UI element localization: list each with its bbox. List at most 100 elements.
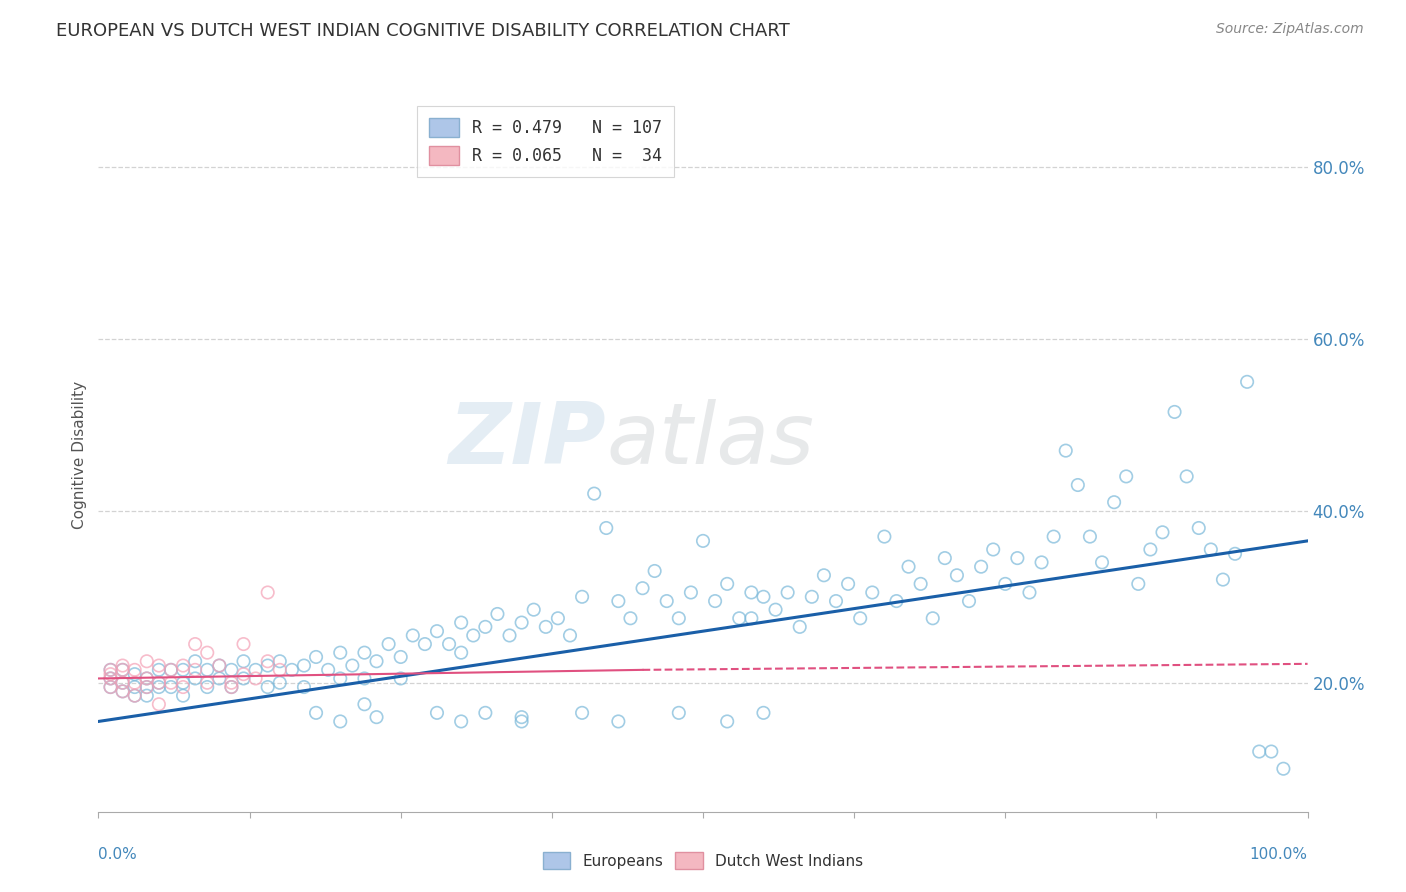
Point: [124, 667, 146, 681]
Point: [486, 607, 509, 621]
Point: [172, 689, 194, 703]
Point: [534, 620, 557, 634]
Point: [111, 675, 134, 690]
Point: [135, 672, 157, 686]
Point: [946, 568, 969, 582]
Point: [450, 615, 472, 630]
Point: [172, 675, 194, 690]
Point: [886, 594, 908, 608]
Point: [100, 672, 122, 686]
Point: [510, 615, 533, 630]
Point: [474, 620, 496, 634]
Point: [837, 577, 859, 591]
Point: [366, 654, 388, 668]
Point: [232, 667, 254, 681]
Point: [897, 559, 920, 574]
Point: [716, 577, 738, 591]
Point: [1139, 542, 1161, 557]
Point: [668, 706, 690, 720]
Point: [1163, 405, 1185, 419]
Point: [124, 689, 146, 703]
Point: [728, 611, 751, 625]
Y-axis label: Cognitive Disability: Cognitive Disability: [72, 381, 87, 529]
Point: [148, 698, 170, 712]
Text: EUROPEAN VS DUTCH WEST INDIAN COGNITIVE DISABILITY CORRELATION CHART: EUROPEAN VS DUTCH WEST INDIAN COGNITIVE …: [56, 22, 790, 40]
Point: [208, 672, 231, 686]
Point: [619, 611, 641, 625]
Point: [148, 675, 170, 690]
Point: [195, 680, 218, 694]
Point: [111, 684, 134, 698]
Point: [100, 663, 122, 677]
Point: [148, 680, 170, 694]
Point: [583, 486, 606, 500]
Point: [510, 714, 533, 729]
Point: [329, 672, 352, 686]
Point: [292, 658, 315, 673]
Point: [148, 663, 170, 677]
Point: [221, 675, 243, 690]
Point: [1175, 469, 1198, 483]
Point: [100, 672, 122, 686]
Point: [292, 680, 315, 694]
Point: [100, 680, 122, 694]
Point: [160, 680, 183, 694]
Point: [1260, 745, 1282, 759]
Point: [124, 680, 146, 694]
Point: [595, 521, 617, 535]
Point: [957, 594, 980, 608]
Point: [269, 654, 291, 668]
Point: [450, 714, 472, 729]
Point: [195, 663, 218, 677]
Point: [329, 714, 352, 729]
Point: [426, 624, 449, 639]
Legend: Europeans, Dutch West Indians: Europeans, Dutch West Indians: [537, 846, 869, 875]
Point: [305, 650, 328, 665]
Point: [463, 628, 485, 642]
Point: [111, 663, 134, 677]
Point: [426, 706, 449, 720]
Point: [716, 714, 738, 729]
Point: [402, 628, 425, 642]
Point: [100, 663, 122, 677]
Point: [704, 594, 727, 608]
Point: [148, 675, 170, 690]
Point: [111, 658, 134, 673]
Point: [860, 585, 883, 599]
Point: [1249, 745, 1271, 759]
Point: [366, 710, 388, 724]
Point: [450, 646, 472, 660]
Legend: R = 0.479   N = 107, R = 0.065   N =  34: R = 0.479 N = 107, R = 0.065 N = 34: [418, 106, 673, 177]
Point: [474, 706, 496, 720]
Point: [208, 658, 231, 673]
Point: [184, 654, 207, 668]
Point: [160, 663, 183, 677]
Point: [316, 663, 339, 677]
Point: [607, 594, 630, 608]
Point: [100, 680, 122, 694]
Point: [232, 637, 254, 651]
Point: [800, 590, 823, 604]
Point: [195, 675, 218, 690]
Text: ZIP: ZIP: [449, 399, 606, 483]
Point: [329, 646, 352, 660]
Point: [970, 559, 993, 574]
Point: [607, 714, 630, 729]
Point: [1223, 547, 1246, 561]
Point: [172, 663, 194, 677]
Point: [1067, 478, 1090, 492]
Point: [135, 680, 157, 694]
Point: [631, 581, 654, 595]
Point: [498, 628, 520, 642]
Point: [256, 654, 278, 668]
Point: [813, 568, 835, 582]
Point: [873, 530, 896, 544]
Point: [765, 602, 787, 616]
Point: [353, 646, 375, 660]
Point: [256, 658, 278, 673]
Point: [221, 663, 243, 677]
Point: [740, 585, 762, 599]
Point: [1128, 577, 1150, 591]
Point: [644, 564, 666, 578]
Point: [571, 706, 593, 720]
